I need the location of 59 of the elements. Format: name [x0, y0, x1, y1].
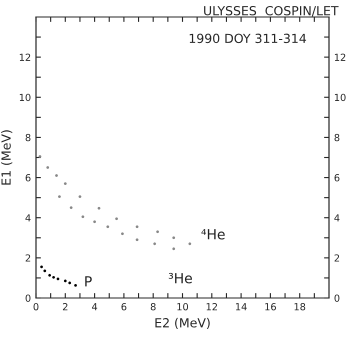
- point: [136, 225, 138, 228]
- y-tick-label: 10: [20, 94, 30, 102]
- point: [78, 195, 82, 198]
- point: [98, 206, 100, 210]
- point: [74, 284, 77, 287]
- x-tick-label: 12: [206, 303, 218, 310]
- point: [172, 247, 176, 250]
- text: 1990 DOY 311-314: [190, 34, 306, 44]
- series-label: ³He: [168, 272, 192, 284]
- point: [43, 270, 46, 272]
- point: [81, 215, 84, 218]
- point: [136, 238, 138, 242]
- x-tick-label: 14: [236, 303, 247, 310]
- y2-tick-label: 6: [334, 174, 340, 182]
- chart-title: ULYSSES COSPIN/LET: [204, 6, 339, 16]
- y-axis-title: E1 (MeV): [1, 130, 12, 185]
- x-tick-label: 8: [150, 303, 156, 310]
- point: [56, 278, 60, 280]
- point: [106, 225, 110, 228]
- point: [68, 282, 72, 284]
- x-tick-label: 0: [34, 303, 38, 310]
- point: [52, 276, 55, 279]
- y-tick-label: 12: [20, 54, 30, 61]
- point: [156, 230, 159, 234]
- x-tick-label: 18: [294, 303, 306, 310]
- y2-tick-label: 10: [334, 94, 346, 102]
- y2-tick-label: 8: [334, 134, 340, 142]
- point: [93, 220, 96, 224]
- point: [38, 155, 42, 158]
- point: [40, 266, 43, 268]
- point: [115, 217, 118, 220]
- y2-tick-label: 2: [334, 254, 340, 262]
- x-tick-label: 10: [177, 303, 188, 310]
- y-tick-label: 0: [26, 294, 30, 302]
- y2-tick-label: 12: [334, 54, 346, 61]
- y2-tick-label: 0: [334, 294, 340, 302]
- series-label: ⁴He: [201, 229, 225, 240]
- x-tick-label: 4: [92, 303, 98, 310]
- point: [70, 206, 73, 210]
- point: [121, 232, 124, 236]
- series-label: P: [85, 276, 92, 286]
- y-tick-label: 8: [26, 134, 30, 142]
- y-tick-label: 2: [26, 254, 30, 262]
- point: [48, 274, 52, 277]
- point: [58, 195, 61, 198]
- x-tick-label: 6: [121, 303, 126, 310]
- x-tick-label: 16: [265, 303, 276, 310]
- y-tick-label: 6: [26, 174, 31, 182]
- point: [188, 242, 192, 246]
- x-tick-label: 2: [62, 303, 68, 310]
- point: [153, 242, 156, 246]
- point: [55, 174, 58, 177]
- point: [172, 236, 176, 240]
- point: [46, 166, 50, 169]
- y2-tick-label: 4: [334, 214, 340, 222]
- x-axis-title: E2 (MeV): [155, 318, 210, 329]
- point: [64, 182, 67, 185]
- y-tick-label: 4: [25, 214, 31, 222]
- point: [64, 280, 67, 282]
